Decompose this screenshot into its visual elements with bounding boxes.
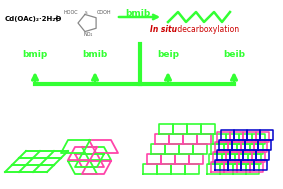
Text: +: + [52,14,60,24]
Text: beip: beip [157,50,179,59]
Text: bmib: bmib [125,9,151,18]
Text: bmib: bmib [82,50,108,59]
Text: HOOC: HOOC [63,11,78,15]
Text: Cd(OAc)₂·2H₂O: Cd(OAc)₂·2H₂O [5,16,62,22]
Text: S: S [85,12,87,15]
Text: decarboxylation: decarboxylation [175,25,239,33]
Text: beib: beib [223,50,245,59]
Text: bmip: bmip [22,50,48,59]
Text: NO₂: NO₂ [83,32,92,36]
Text: In situ: In situ [150,25,177,33]
Text: COOH: COOH [97,11,112,15]
